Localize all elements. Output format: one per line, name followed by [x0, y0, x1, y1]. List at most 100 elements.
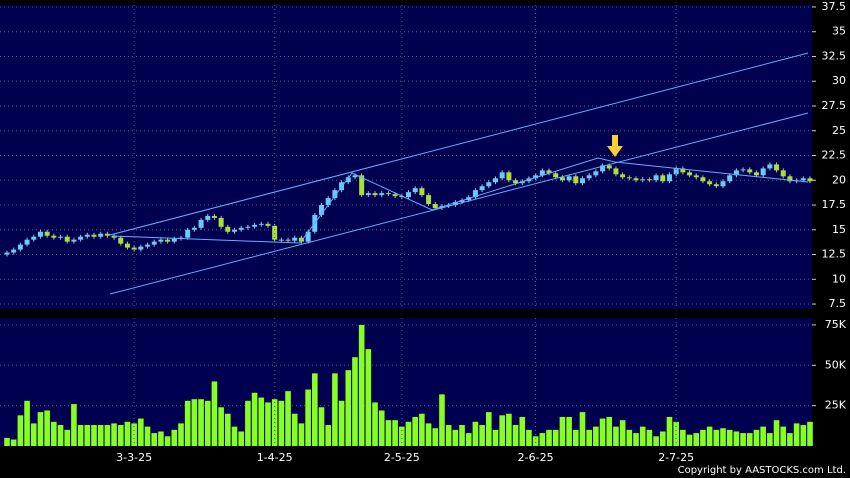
volume-bar — [318, 407, 325, 446]
volume-bar — [666, 416, 673, 446]
candle-body — [593, 171, 599, 176]
volume-bar — [138, 418, 144, 446]
candle-body — [747, 169, 753, 173]
candle-body — [713, 184, 719, 187]
candle-body — [138, 246, 144, 250]
candle-body — [666, 174, 672, 182]
volume-bar — [626, 429, 633, 446]
candle-body — [232, 229, 238, 232]
volume-bar — [633, 433, 639, 446]
volume-bar — [57, 425, 64, 446]
y-tick-label: 30 — [832, 74, 846, 87]
y-tick-label: 37.5 — [822, 0, 847, 13]
candle-body — [546, 170, 552, 174]
candle-body — [506, 172, 512, 181]
volume-bar — [646, 429, 653, 446]
candle-body — [104, 233, 110, 236]
volume-bar — [358, 324, 365, 446]
candle-body — [720, 181, 726, 187]
volume-bar — [773, 420, 780, 446]
volume-bar — [559, 416, 566, 446]
arrow-marker — [607, 135, 623, 157]
volume-bar — [552, 429, 559, 446]
volume-bar — [10, 439, 17, 446]
volume-bar — [526, 429, 532, 446]
volume-bar — [325, 425, 331, 446]
volume-bar — [593, 426, 599, 446]
y-tick-label: 10 — [832, 272, 846, 285]
y-tick-label: 15 — [832, 223, 846, 236]
volume-bar — [298, 423, 305, 446]
candle-body — [727, 175, 733, 182]
candle-body — [613, 168, 619, 175]
candle-body — [579, 178, 585, 184]
volume-bar — [787, 433, 793, 446]
y-tick-label: 20 — [832, 173, 846, 186]
volume-bar — [97, 425, 104, 446]
volume-bar — [405, 421, 412, 446]
volume-bar — [486, 412, 492, 446]
candle-body — [365, 193, 371, 196]
candle-body — [640, 179, 646, 181]
candle-body — [499, 172, 505, 179]
volume-bar — [231, 426, 238, 446]
volume-bar — [519, 416, 526, 446]
volume-bar — [425, 423, 432, 446]
volume-bar — [378, 410, 385, 446]
volume-bar — [512, 425, 519, 446]
candle-body — [325, 198, 331, 206]
copyright: Copyright by AASTOCKS.com Ltd. — [678, 465, 846, 476]
volume-bar — [539, 433, 546, 446]
candle-body — [185, 229, 191, 238]
candle-body — [566, 176, 572, 181]
candle-body — [392, 194, 398, 197]
volume-bar — [639, 426, 646, 446]
volume-bar — [760, 426, 766, 446]
y-tick-label: 7.5 — [829, 297, 847, 310]
volume-bar — [479, 425, 485, 446]
candle-body — [258, 223, 264, 225]
candle-body — [573, 176, 579, 184]
y-tick-label: 32.5 — [822, 49, 847, 62]
candle-body — [385, 193, 391, 195]
candle-body — [4, 252, 10, 255]
x-tick-label: 2-6-25 — [518, 451, 554, 464]
candle-body — [225, 226, 231, 232]
candle-body — [486, 182, 492, 187]
volume-bar — [807, 421, 813, 446]
candle-body — [700, 177, 706, 182]
volume-bar — [399, 426, 405, 446]
candle-body — [687, 172, 693, 176]
candle-body — [519, 181, 525, 184]
candle-body — [774, 164, 780, 171]
candle-body — [272, 225, 278, 240]
candle-body — [707, 181, 713, 185]
candle-body — [479, 186, 485, 191]
volume-bar — [392, 420, 398, 446]
volume-bar — [606, 416, 613, 446]
candle-body — [780, 170, 786, 177]
candle-body — [633, 178, 639, 181]
candle-body — [64, 236, 70, 242]
volume-bar — [566, 416, 572, 446]
candle-body — [91, 234, 97, 237]
volume-bar — [305, 389, 311, 446]
candle-body — [646, 179, 652, 181]
volume-bar — [225, 413, 231, 446]
candle-body — [472, 190, 478, 198]
candle-body — [753, 172, 759, 176]
volume-bar — [178, 423, 184, 446]
candle-body — [539, 170, 545, 176]
candle-body — [513, 180, 519, 184]
volume-bar — [385, 420, 392, 446]
volume-bar — [599, 418, 606, 446]
candle-body — [165, 239, 171, 242]
volume-bar — [278, 400, 285, 446]
candle-body — [238, 227, 244, 230]
candle-body — [559, 177, 565, 181]
candle-body — [145, 244, 151, 247]
x-tick-label: 3-3-25 — [116, 451, 152, 464]
candle-body — [252, 224, 258, 227]
candle-body — [553, 173, 559, 178]
volume-bar — [37, 412, 44, 446]
